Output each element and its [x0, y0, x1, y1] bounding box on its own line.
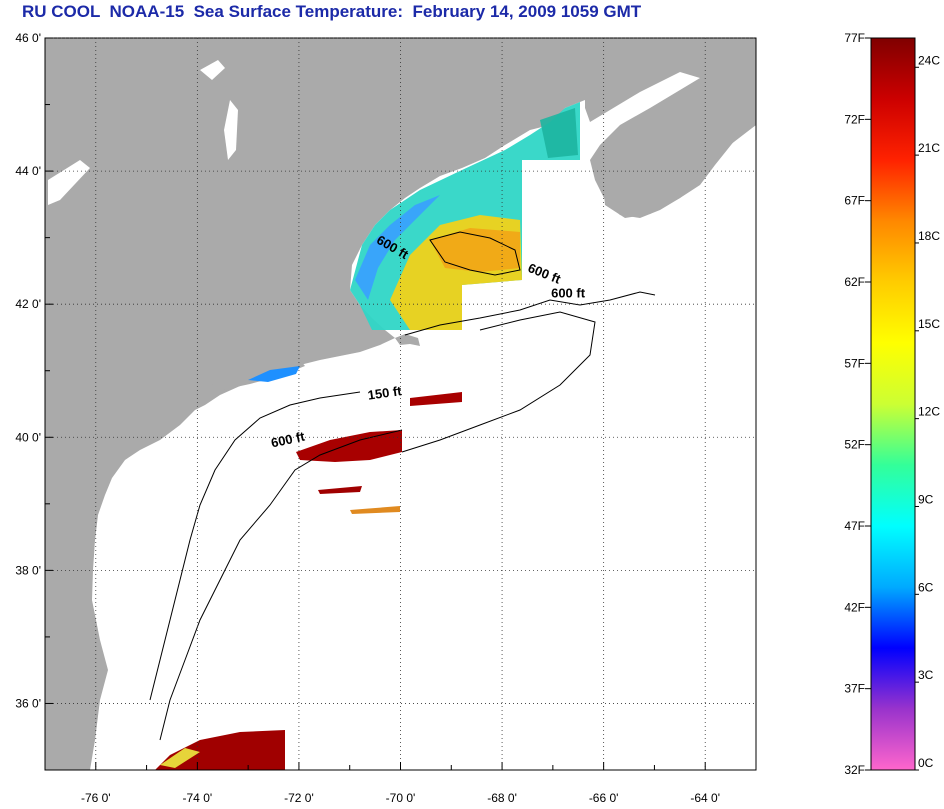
sst-cape-hatteras-edge [160, 748, 200, 768]
lon-tick-label: -72 0' [284, 791, 314, 805]
colorbar-c-label: 12C [918, 405, 940, 419]
lat-lon-grid [45, 37, 756, 770]
land-us [45, 38, 585, 770]
land-cape-cod [395, 334, 420, 346]
lon-tick-label: -70 0' [386, 791, 416, 805]
contour-maine-basin [429, 231, 521, 276]
sst-nearshore [540, 108, 578, 158]
contour-inner [149, 391, 361, 701]
lon-tick-label: -68 0' [487, 791, 517, 805]
sst-gulf-stream-4 [350, 506, 400, 514]
sst-gulf-warmer [430, 228, 520, 272]
colorbar-ticks: 77F 72F 67F 62F 57F 52F 47F 42F 37F 32F 24C 21C 18C 1… [844, 31, 940, 777]
lat-tick-label: 46 0' [15, 31, 41, 45]
contour-label: 150 ft [367, 383, 403, 403]
colorbar-c-label: 21C [918, 141, 940, 155]
colorbar [870, 37, 916, 771]
contour-label: 600 ft [551, 286, 586, 301]
colorbar-f-label: 52F [844, 438, 865, 452]
colorbar-f-label: 67F [844, 194, 865, 208]
lon-tick-label: -66 0' [589, 791, 619, 805]
lon-tick-label: -74 0' [183, 791, 213, 805]
delaware-bay [122, 470, 140, 510]
colorbar-f-label: 57F [844, 356, 865, 370]
sst-gulf-stream-3 [318, 486, 362, 494]
map-axes: 46 0' 44 0' 42 0' 40 0' 38 0' 36 0' -76 0' -74 … [15, 31, 720, 805]
land-long-island [205, 360, 305, 390]
colorbar-c-label: 0C [918, 756, 934, 770]
colorbar-c-label: 3C [918, 668, 934, 682]
colorbar-f-label: 47F [844, 519, 865, 533]
lat-tick-label: 38 0' [15, 563, 41, 577]
lat-tick-label: 44 0' [15, 164, 41, 178]
chesapeake-bay [98, 505, 118, 640]
colorbar-f-label: 62F [844, 275, 865, 289]
sst-li-sound [248, 366, 300, 382]
contour-shelf [159, 429, 403, 741]
lake [48, 160, 90, 205]
colorbar-f-label: 77F [844, 31, 865, 45]
colorbar-c-label: 18C [918, 229, 940, 243]
colorbar-c-label: 15C [918, 317, 940, 331]
map-title: RU COOL NOAA-15 Sea Surface Temperature:… [22, 2, 642, 21]
colorbar-c-label: 9C [918, 492, 934, 506]
colorbar-f-label: 37F [844, 682, 865, 696]
contour-600ft-gulf [404, 291, 656, 336]
colorbar-f-label: 32F [844, 763, 865, 777]
lat-tick-label: 42 0' [15, 297, 41, 311]
colorbar-f-label: 72F [844, 112, 865, 126]
lon-tick-label: -64 0' [690, 791, 720, 805]
lat-tick-label: 36 0' [15, 696, 41, 710]
lon-tick-label: -76 0' [81, 791, 111, 805]
land-nova-scotia [600, 70, 756, 218]
lat-tick-label: 40 0' [15, 430, 41, 444]
colorbar-c-label: 24C [918, 53, 940, 67]
colorbar-c-label: 6C [918, 580, 934, 594]
lake [224, 100, 238, 160]
sst-gulf-stream-2 [410, 392, 462, 406]
lake [200, 60, 225, 80]
contour-label: 600 ft [270, 429, 307, 451]
colorbar-f-label: 42F [844, 600, 865, 614]
contour-georges [401, 311, 596, 453]
sst-blue-band [355, 195, 440, 300]
